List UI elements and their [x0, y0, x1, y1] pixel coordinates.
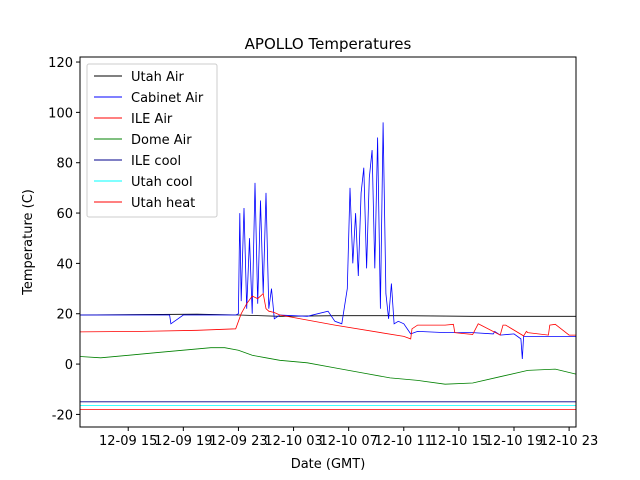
y-tick-label: -20: [52, 408, 73, 423]
series-line-cabinet-air: [80, 122, 576, 360]
x-tick-label: 12-10 23: [540, 434, 598, 449]
x-tick-label: 12-10 03: [264, 434, 322, 449]
y-tick-label: 60: [56, 207, 73, 222]
series-line-dome-air: [79, 347, 577, 385]
series-line-ile-air: [79, 292, 576, 340]
x-tick-label: 12-09 19: [154, 434, 212, 449]
legend-entry: Utah cool: [131, 175, 193, 190]
x-tick-label: 12-10 19: [485, 434, 543, 449]
x-tick-label: 12-10 07: [319, 434, 377, 449]
y-tick-label: 100: [48, 106, 73, 121]
chart-title: APOLLO Temperatures: [245, 35, 412, 53]
x-tick-label: 12-10 15: [430, 434, 488, 449]
y-tick-label: 40: [56, 257, 73, 272]
y-tick-label: 80: [56, 157, 73, 172]
y-axis: -20 0 20 40 60 80 100 120: [48, 56, 80, 423]
x-tick-label: 12-09 23: [209, 434, 267, 449]
series-layer: [79, 122, 577, 410]
x-tick-label: 12-10 11: [375, 434, 433, 449]
legend-entry: ILE cool: [131, 154, 181, 169]
legend-entry: Utah heat: [131, 196, 195, 211]
legend-entry: ILE Air: [131, 112, 173, 127]
y-tick-label: 20: [56, 308, 73, 323]
y-tick-label: 120: [48, 56, 73, 71]
x-tick-label: 12-09 15: [99, 434, 157, 449]
legend-entry: Utah Air: [131, 70, 184, 85]
legend-box: [86, 63, 218, 218]
y-axis-label: Temperature (C): [21, 189, 36, 296]
y-tick-label: 0: [65, 358, 73, 373]
legend-entry: Cabinet Air: [131, 91, 204, 106]
legend: Utah Air Cabinet Air ILE Air Dome Air ILE co…: [86, 63, 218, 218]
plot-border: [79, 56, 577, 428]
x-axis-label: Date (GMT): [291, 457, 366, 472]
legend-entry: Dome Air: [131, 133, 192, 148]
